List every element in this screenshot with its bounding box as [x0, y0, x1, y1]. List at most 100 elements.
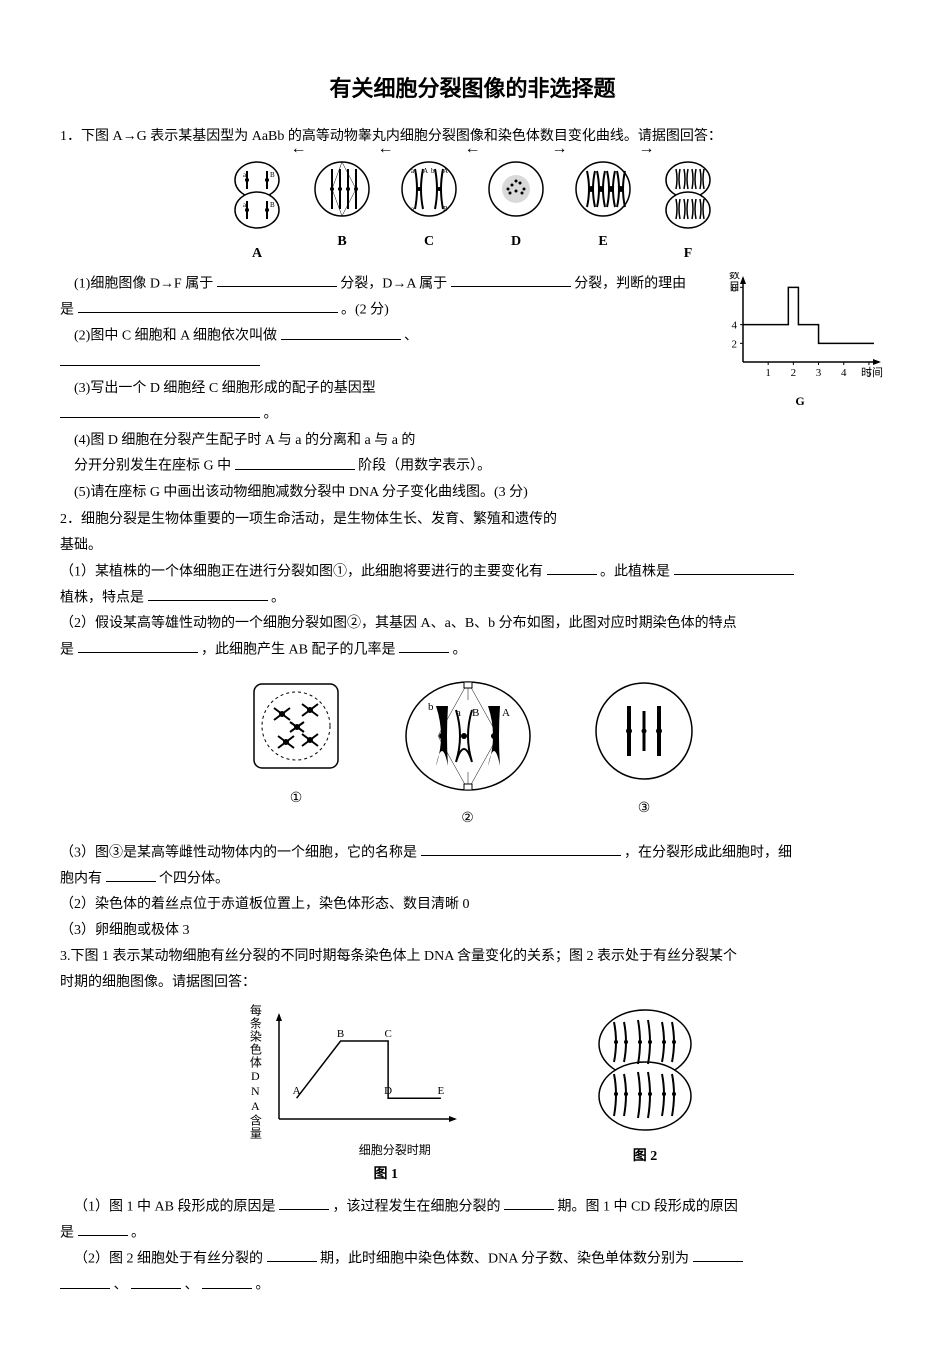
- q1-sub5: (5)请在座标 G 中画出该动物细胞减数分裂中 DNA 分子变化曲线图。(3 分…: [60, 481, 885, 505]
- text: 期，此时细胞中染色体数、DNA 分子数、染色单体数分别为: [320, 1251, 689, 1266]
- blank[interactable]: [106, 867, 156, 882]
- blank[interactable]: [267, 1247, 317, 1262]
- text: 。: [271, 590, 285, 605]
- blank[interactable]: [60, 350, 260, 365]
- text: 、: [404, 329, 418, 344]
- text: ，该过程发生在细胞分裂的: [332, 1199, 500, 1214]
- arrow-icon: ←: [291, 135, 307, 162]
- text: 。: [131, 1225, 145, 1240]
- svg-text:B: B: [443, 205, 448, 213]
- chart1-caption: 图 1: [245, 1163, 527, 1187]
- text: 。: [452, 642, 466, 657]
- svg-text:4: 4: [732, 319, 738, 331]
- q3-sub2-line2: 、 、 。: [60, 1273, 885, 1297]
- q3-stem-b: 时期的细胞图像。请据图回答：: [60, 971, 885, 995]
- svg-text:时间: 时间: [861, 366, 883, 379]
- svg-text:A: A: [443, 167, 448, 175]
- blank[interactable]: [235, 454, 355, 469]
- svg-text:b: b: [428, 701, 434, 713]
- text: 植株，特点是: [60, 590, 144, 605]
- fig3-icon: [589, 676, 699, 786]
- svg-text:b: b: [431, 167, 435, 175]
- fig2-icon: ba BA: [398, 676, 538, 796]
- blank[interactable]: [60, 1273, 110, 1288]
- text: (4)图 D 细胞在分裂产生配子时 A 与 a 的分离和 a 与 a 的: [74, 433, 415, 448]
- text: 、: [114, 1278, 128, 1293]
- svg-text:B: B: [337, 1028, 344, 1040]
- cell-label: A: [229, 242, 285, 266]
- q2-stem-a: 2．细胞分裂是生物体重要的一项生命活动，是生物体生长、发育、繁殖和遗传的: [60, 508, 885, 532]
- text: （1）某植株的一个体细胞正在进行分裂如图①，此细胞将要进行的主要变化有: [60, 564, 543, 579]
- text: 分裂，判断的理由: [574, 276, 686, 291]
- blank[interactable]: [78, 638, 198, 653]
- fig2-caption: 图 2: [590, 1145, 700, 1169]
- text: 个四分体。: [159, 871, 229, 886]
- blank[interactable]: [217, 272, 337, 287]
- svg-text:2: 2: [732, 338, 738, 350]
- blank[interactable]: [674, 560, 794, 575]
- arrow-icon: →: [552, 135, 568, 162]
- blank[interactable]: [148, 586, 268, 601]
- blank[interactable]: [547, 560, 597, 575]
- cell-d-icon: [486, 159, 546, 219]
- blank[interactable]: [78, 1221, 128, 1236]
- fig-label: ②: [398, 807, 538, 831]
- blank[interactable]: [78, 298, 338, 313]
- blank[interactable]: [504, 1195, 554, 1210]
- cell-label: F: [660, 242, 716, 266]
- chart-g-svg: 24812345数目时间: [715, 272, 885, 382]
- svg-text:C: C: [385, 1028, 392, 1040]
- q2-ans2: （2）染色体的着丝点位于赤道板位置上，染色体形态、数目清晰 0: [60, 893, 885, 917]
- blank[interactable]: [421, 841, 621, 856]
- text: 。此植株是: [600, 564, 670, 579]
- blank[interactable]: [131, 1273, 181, 1288]
- text: 阶段（用数字表示）。: [358, 459, 491, 474]
- q3-sub1: （1）图 1 中 AB 段形成的原因是 ，该过程发生在细胞分裂的 期。图 1 中…: [60, 1195, 885, 1219]
- text: 分裂，D→A 属于: [340, 276, 447, 291]
- svg-text:B: B: [270, 171, 275, 179]
- q2-sub3-line2: 胞内有 个四分体。: [60, 867, 885, 891]
- svg-text:B: B: [270, 201, 275, 209]
- chart1-svg: ABCDE: [265, 1007, 465, 1137]
- cell-c-icon: aA bA aB: [399, 159, 459, 219]
- text: （1）图 1 中 AB 段形成的原因是: [74, 1199, 275, 1214]
- q2-sub3: （3）图③是某高等雌性动物体内的一个细胞，它的名称是 ，在分裂形成此细胞时，细: [60, 841, 885, 865]
- q2-sub1: （1）某植株的一个体细胞正在进行分裂如图①，此细胞将要进行的主要变化有 。此植株…: [60, 560, 885, 584]
- blank[interactable]: [279, 1195, 329, 1210]
- chart-g: 24812345数目时间 G: [715, 272, 885, 411]
- text: ，在分裂形成此细胞时，细: [624, 845, 792, 860]
- arrow-icon: ←: [378, 135, 394, 162]
- text: (3)写出一个 D 细胞经 C 细胞形成的配子的基因型: [74, 381, 376, 396]
- q2-sub2-line2: 是 ，此细胞产生 AB 配子的几率是 。: [60, 638, 885, 662]
- text: ，此细胞产生 AB 配子的几率是: [201, 642, 395, 657]
- blank[interactable]: [281, 324, 401, 339]
- cell-b-icon: [312, 159, 372, 219]
- cell-label: C: [399, 230, 459, 254]
- blank[interactable]: [202, 1273, 252, 1288]
- blank[interactable]: [451, 272, 571, 287]
- svg-text:1: 1: [765, 367, 771, 379]
- cell-label: E: [573, 230, 633, 254]
- arrow-icon: →: [639, 135, 655, 162]
- svg-text:E: E: [438, 1086, 445, 1098]
- blank[interactable]: [693, 1247, 743, 1262]
- fig2-cell-icon: [590, 1004, 700, 1134]
- fig1-icon: [246, 676, 346, 776]
- fig-label: ③: [589, 797, 699, 821]
- text: （2）假设某高等雄性动物的一个细胞分裂如图②，其基因 A、a、B、b 分布如图，…: [60, 616, 737, 631]
- text: 、: [185, 1278, 199, 1293]
- chart-g-caption: G: [715, 391, 885, 411]
- blank[interactable]: [60, 402, 260, 417]
- q1-sub4: (4)图 D 细胞在分裂产生配子时 A 与 a 的分离和 a 与 a 的: [60, 429, 885, 453]
- page-title: 有关细胞分裂图像的非选择题: [60, 70, 885, 107]
- blank[interactable]: [399, 638, 449, 653]
- text: 分开分别发生在座标 G 中: [74, 459, 231, 474]
- text: 期。图 1 中 CD 段形成的原因: [557, 1199, 737, 1214]
- chart1-ylabel: 每条染色体DNA含量: [245, 1004, 265, 1140]
- svg-text:a: a: [456, 707, 461, 719]
- text: (1)细胞图像 D→F 属于: [74, 276, 213, 291]
- q3-figures: 每条染色体DNA含量 ABCDE 细胞分裂时期 图 1 图 2: [60, 1004, 885, 1186]
- text: 。: [256, 1278, 270, 1293]
- cell-label: B: [312, 230, 372, 254]
- text: (2)图中 C 细胞和 A 细胞依次叫做: [74, 329, 277, 344]
